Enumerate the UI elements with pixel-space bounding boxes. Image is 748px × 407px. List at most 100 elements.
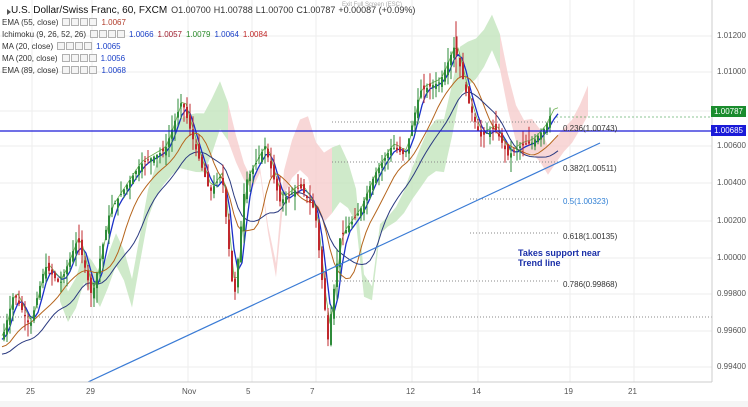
candle-body xyxy=(342,232,344,235)
candle-body xyxy=(282,199,284,204)
candle-body xyxy=(507,144,509,156)
candle-body xyxy=(210,187,212,191)
more-icon[interactable] xyxy=(89,66,98,74)
candle-body xyxy=(63,274,65,277)
candle-body xyxy=(318,222,320,251)
candle-body xyxy=(432,85,434,88)
last-price-tag: 1.00787 xyxy=(711,106,746,117)
candle-body xyxy=(126,184,128,190)
time-tick-label: 14 xyxy=(472,387,481,396)
candle-body xyxy=(48,262,50,271)
candle-body xyxy=(36,298,38,306)
candle-body xyxy=(330,314,332,345)
candle-body xyxy=(72,251,74,262)
indicator-row[interactable]: MA (20, close) 1.0065 xyxy=(2,40,418,52)
eye-icon[interactable] xyxy=(61,54,70,62)
candle-body xyxy=(279,185,281,202)
candle-body xyxy=(192,129,194,140)
indicator-row[interactable]: MA (200, close) 1.0056 xyxy=(2,52,418,64)
close-icon[interactable] xyxy=(79,54,88,62)
candle-body xyxy=(384,157,386,161)
more-icon[interactable] xyxy=(89,18,98,26)
time-tick-label: 29 xyxy=(86,387,95,396)
exit-fullscreen-hint[interactable]: Exit Full Screen (ESC) xyxy=(342,2,403,8)
settings-icon[interactable] xyxy=(66,42,75,50)
close-icon[interactable] xyxy=(80,66,89,74)
indicator-row[interactable]: EMA (55, close) 1.0067 xyxy=(2,16,418,28)
candle-body xyxy=(363,200,365,214)
candle-body xyxy=(270,161,272,169)
candle-body xyxy=(177,112,179,118)
candle-body xyxy=(477,126,479,132)
candle-body xyxy=(99,258,101,274)
candle-body xyxy=(258,157,260,159)
more-icon[interactable] xyxy=(84,42,93,50)
settings-icon[interactable] xyxy=(70,54,79,62)
candle-body xyxy=(534,139,536,147)
trend-line xyxy=(87,142,601,383)
candle-body xyxy=(453,47,455,58)
candle-body xyxy=(39,286,41,298)
cloud-bear-area xyxy=(228,102,332,278)
candle-body xyxy=(24,314,26,317)
indicator-buttons xyxy=(62,66,98,74)
indicator-value: 1.0084 xyxy=(242,29,268,39)
candle-body xyxy=(174,120,176,131)
candle-body xyxy=(111,207,113,214)
candle-body xyxy=(408,138,410,154)
settings-icon[interactable] xyxy=(71,66,80,74)
ichimoku-cloud xyxy=(60,14,588,322)
candle-body xyxy=(504,145,506,150)
candle-body xyxy=(255,162,257,165)
candle-body xyxy=(300,184,302,189)
time-tick-label: 12 xyxy=(406,387,415,396)
indicator-value: 1.0066 xyxy=(129,29,154,39)
more-icon[interactable] xyxy=(117,30,126,38)
close-icon[interactable] xyxy=(75,42,84,50)
candle-body xyxy=(60,281,62,283)
candle-body xyxy=(54,272,56,279)
indicator-name: EMA (89, close) xyxy=(2,65,59,75)
indicator-row[interactable]: Ichimoku (9, 26, 52, 26) 1.0066 1.0057 1.00… xyxy=(2,28,418,40)
indicator-row[interactable]: EMA (89, close) 1.0068 xyxy=(2,64,418,76)
candle-body xyxy=(18,300,20,304)
price-tick-label: 1.00200 xyxy=(717,216,746,225)
candle-body xyxy=(108,215,110,234)
candle-body xyxy=(246,179,248,200)
ohlc-close: C1.00787 xyxy=(296,5,336,15)
close-icon[interactable] xyxy=(80,18,89,26)
candle-body xyxy=(120,193,122,195)
candle-body xyxy=(501,133,503,143)
ohlc-change: +0.00087 (+0.09%) xyxy=(338,5,416,15)
eye-icon[interactable] xyxy=(57,42,66,50)
eye-icon[interactable] xyxy=(90,30,99,38)
candle-body xyxy=(543,129,545,135)
candle-body xyxy=(240,226,242,263)
fib-level-label: 0.236(1.00743) xyxy=(563,124,618,133)
eye-icon[interactable] xyxy=(62,66,71,74)
candle-body xyxy=(96,273,98,289)
candle-body xyxy=(195,144,197,150)
candle-body xyxy=(135,170,137,175)
ohlc-open: O1.00700 xyxy=(171,5,211,15)
candle-body xyxy=(459,57,461,67)
candle-body xyxy=(234,278,236,292)
indicator-value: 1.0067 xyxy=(101,17,126,27)
indicator-value: 1.0065 xyxy=(96,41,121,51)
close-icon[interactable] xyxy=(108,30,117,38)
candle-body xyxy=(213,186,215,194)
price-tick-label: 1.00000 xyxy=(717,253,746,262)
candle-body xyxy=(15,295,17,298)
candle-body xyxy=(66,266,68,275)
more-icon[interactable] xyxy=(88,54,97,62)
eye-icon[interactable] xyxy=(62,18,71,26)
candle-body xyxy=(327,315,329,340)
candle-body xyxy=(462,62,464,80)
settings-icon[interactable] xyxy=(99,30,108,38)
candle-body xyxy=(375,172,377,184)
settings-icon[interactable] xyxy=(71,18,80,26)
candle-body xyxy=(387,152,389,159)
collapse-arrow-icon[interactable] xyxy=(6,8,12,16)
candle-body xyxy=(21,303,23,310)
